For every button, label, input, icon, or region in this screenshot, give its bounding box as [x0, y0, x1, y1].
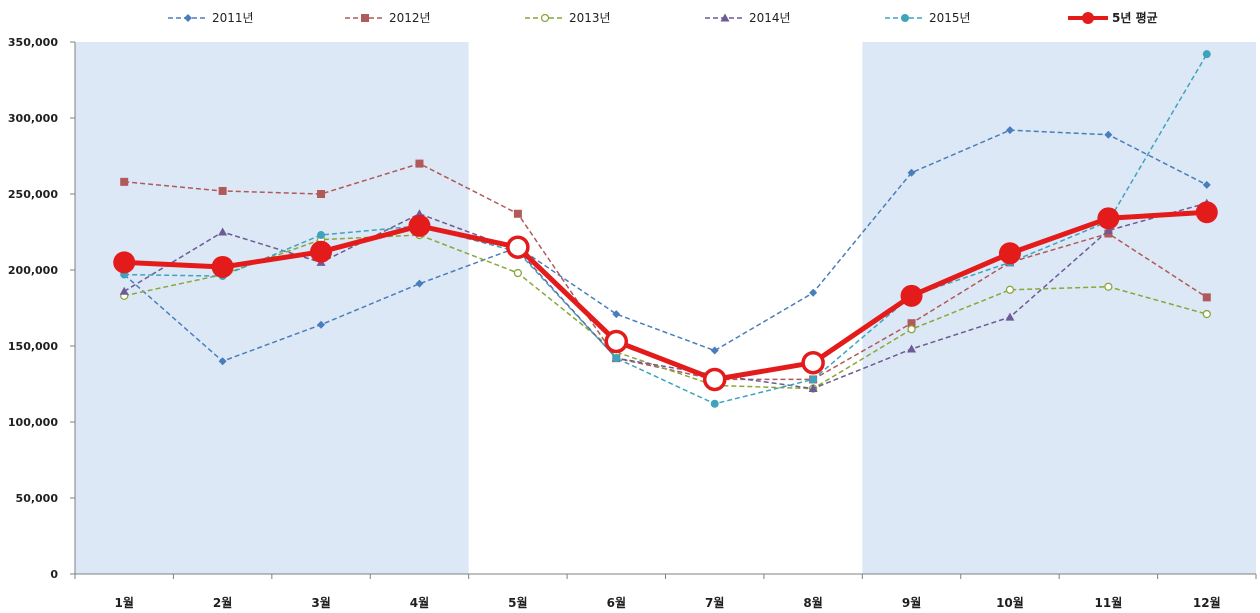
data-point: [1202, 180, 1211, 189]
data-point: [120, 177, 129, 186]
y-tick-label: 300,000: [8, 112, 58, 125]
data-point: [408, 214, 431, 237]
legend-swatch-marker: [1082, 12, 1094, 24]
legend-swatch-marker: [720, 13, 730, 22]
y-tick-label: 50,000: [16, 492, 59, 505]
legend-swatch-marker: [540, 13, 550, 23]
data-point: [1104, 130, 1113, 139]
data-point: [808, 384, 818, 393]
data-point: [1202, 293, 1211, 302]
y-tick-label: 200,000: [8, 264, 58, 277]
data-point: [310, 240, 333, 263]
data-point: [218, 357, 227, 366]
data-point: [1195, 201, 1218, 224]
y-tick-label: 100,000: [8, 416, 58, 429]
legend-label: 2013년: [569, 11, 611, 25]
y-tick-label: 0: [50, 568, 58, 581]
data-point: [907, 344, 917, 353]
series-line: [124, 53, 1208, 405]
data-point: [317, 320, 326, 329]
legend-label: 2012년: [389, 11, 431, 25]
data-point: [1005, 126, 1014, 135]
legend-entry-4: 2014년: [705, 11, 791, 25]
legend-entry-5: 2015년: [885, 11, 971, 25]
legend-entry-6: 5년 평균: [1068, 11, 1158, 25]
legend-label: 2011년: [212, 11, 254, 25]
legend-label: 2014년: [749, 11, 791, 25]
x-tick-label: 8월: [803, 595, 822, 610]
legend-swatch-marker: [361, 14, 369, 22]
data-point: [513, 268, 523, 278]
x-tick-label: 12월: [1193, 595, 1221, 610]
data-point: [415, 279, 424, 288]
data-point: [604, 329, 629, 354]
x-tick-label: 6월: [607, 595, 626, 610]
shaded-regions: [75, 42, 1256, 574]
x-tick-label: 1월: [115, 595, 134, 610]
data-point: [513, 209, 522, 218]
series-6: [113, 201, 1218, 392]
legend-entry-1: 2011년: [168, 11, 254, 25]
data-point: [612, 310, 621, 319]
data-point: [1005, 312, 1015, 321]
y-tick-label: 250,000: [8, 188, 58, 201]
data-point: [809, 288, 818, 297]
data-point: [702, 367, 727, 392]
legend-entry-2: 2012년: [345, 11, 431, 25]
x-tick-label: 5월: [508, 595, 527, 610]
series-line: [121, 209, 1210, 382]
data-point: [710, 346, 719, 355]
axes: 0 50,000 100,000 150,000 200,000 250,000 300,0…: [8, 36, 1257, 610]
y-tick-label: 350,000: [8, 36, 58, 49]
legend-label: 5년 평균: [1112, 11, 1158, 25]
data-point: [1202, 309, 1211, 319]
x-tick-label: 10월: [996, 595, 1024, 610]
series-line: [123, 129, 1208, 363]
x-tick-label: 4월: [410, 595, 429, 610]
x-tick-label: 2월: [213, 595, 232, 610]
data-point: [1202, 50, 1211, 59]
x-tick-label: 3월: [311, 595, 330, 610]
data-point: [907, 319, 916, 328]
series-line: [124, 234, 1208, 390]
series-line: [123, 202, 1208, 390]
data-point: [801, 350, 825, 375]
data-point: [415, 159, 424, 168]
data-point: [218, 186, 227, 195]
legend-label: 2015년: [929, 11, 971, 25]
legend-entry-3: 2013년: [525, 11, 611, 25]
series-3: [120, 230, 1211, 393]
x-tick-label: 9월: [902, 595, 921, 610]
x-tick-label: 7월: [705, 595, 724, 610]
legend: 2011년 2012년 2013년 2014년 2015년 5년 평균: [168, 11, 1158, 25]
data-point: [809, 375, 818, 384]
legend-swatch-marker: [901, 14, 909, 22]
data-point: [710, 399, 719, 408]
legend-swatch-marker: [184, 14, 192, 22]
x-tick-label: 11월: [1095, 595, 1123, 610]
data-point: [907, 168, 916, 177]
series-lines: [113, 50, 1218, 408]
data-point: [1005, 285, 1015, 294]
data-point: [317, 190, 326, 198]
data-point: [113, 251, 136, 274]
y-tick-label: 150,000: [8, 340, 58, 353]
data-point: [907, 325, 916, 334]
data-point: [119, 286, 129, 295]
data-point: [612, 354, 621, 363]
data-point: [1103, 225, 1113, 234]
data-point: [211, 255, 234, 278]
data-point: [506, 235, 530, 259]
shaded-band-1: [75, 42, 469, 574]
data-point: [317, 231, 326, 240]
shaded-band-2: [862, 42, 1256, 574]
data-point: [1097, 207, 1120, 230]
data-point: [218, 227, 228, 236]
data-point: [1104, 282, 1113, 291]
data-point: [998, 242, 1021, 265]
data-point: [900, 284, 923, 307]
